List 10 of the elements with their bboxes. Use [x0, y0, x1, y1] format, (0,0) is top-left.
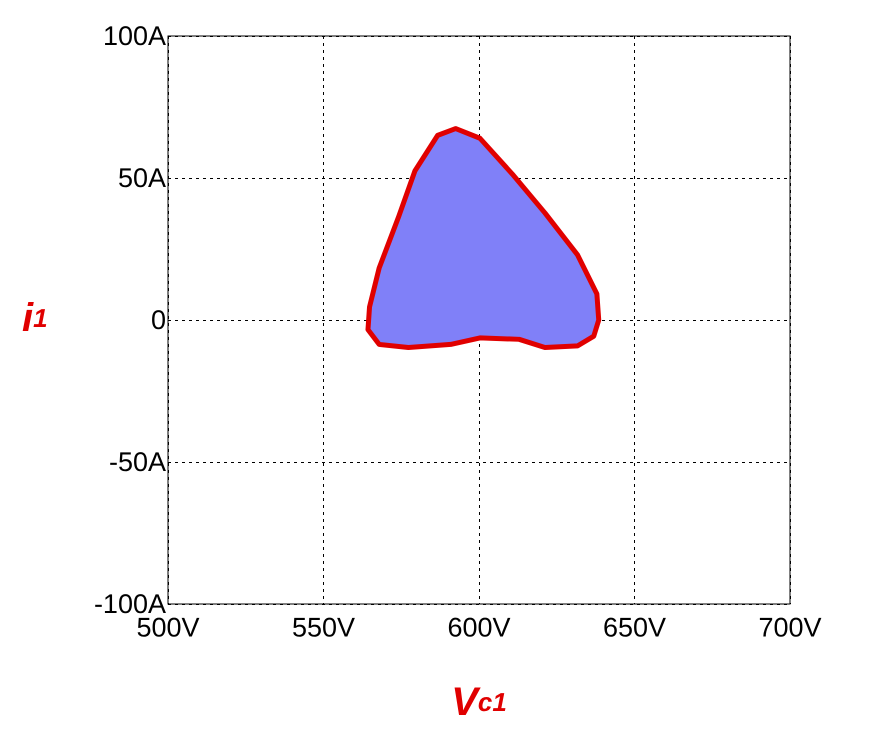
x-tick-label: 650V [602, 612, 666, 642]
x-tick-label: 550V [292, 612, 356, 642]
y-tick-label: -50A [108, 447, 166, 477]
y-tick-label: 100A [102, 21, 166, 51]
y-tick-label: 50A [118, 163, 166, 193]
y-tick-label: 0 [150, 305, 166, 335]
x-axis-title: Vc1 [451, 680, 507, 724]
x-tick-label: 600V [447, 612, 511, 642]
x-tick-label: 700V [758, 612, 822, 642]
y-axis-title: i1 [22, 296, 48, 340]
